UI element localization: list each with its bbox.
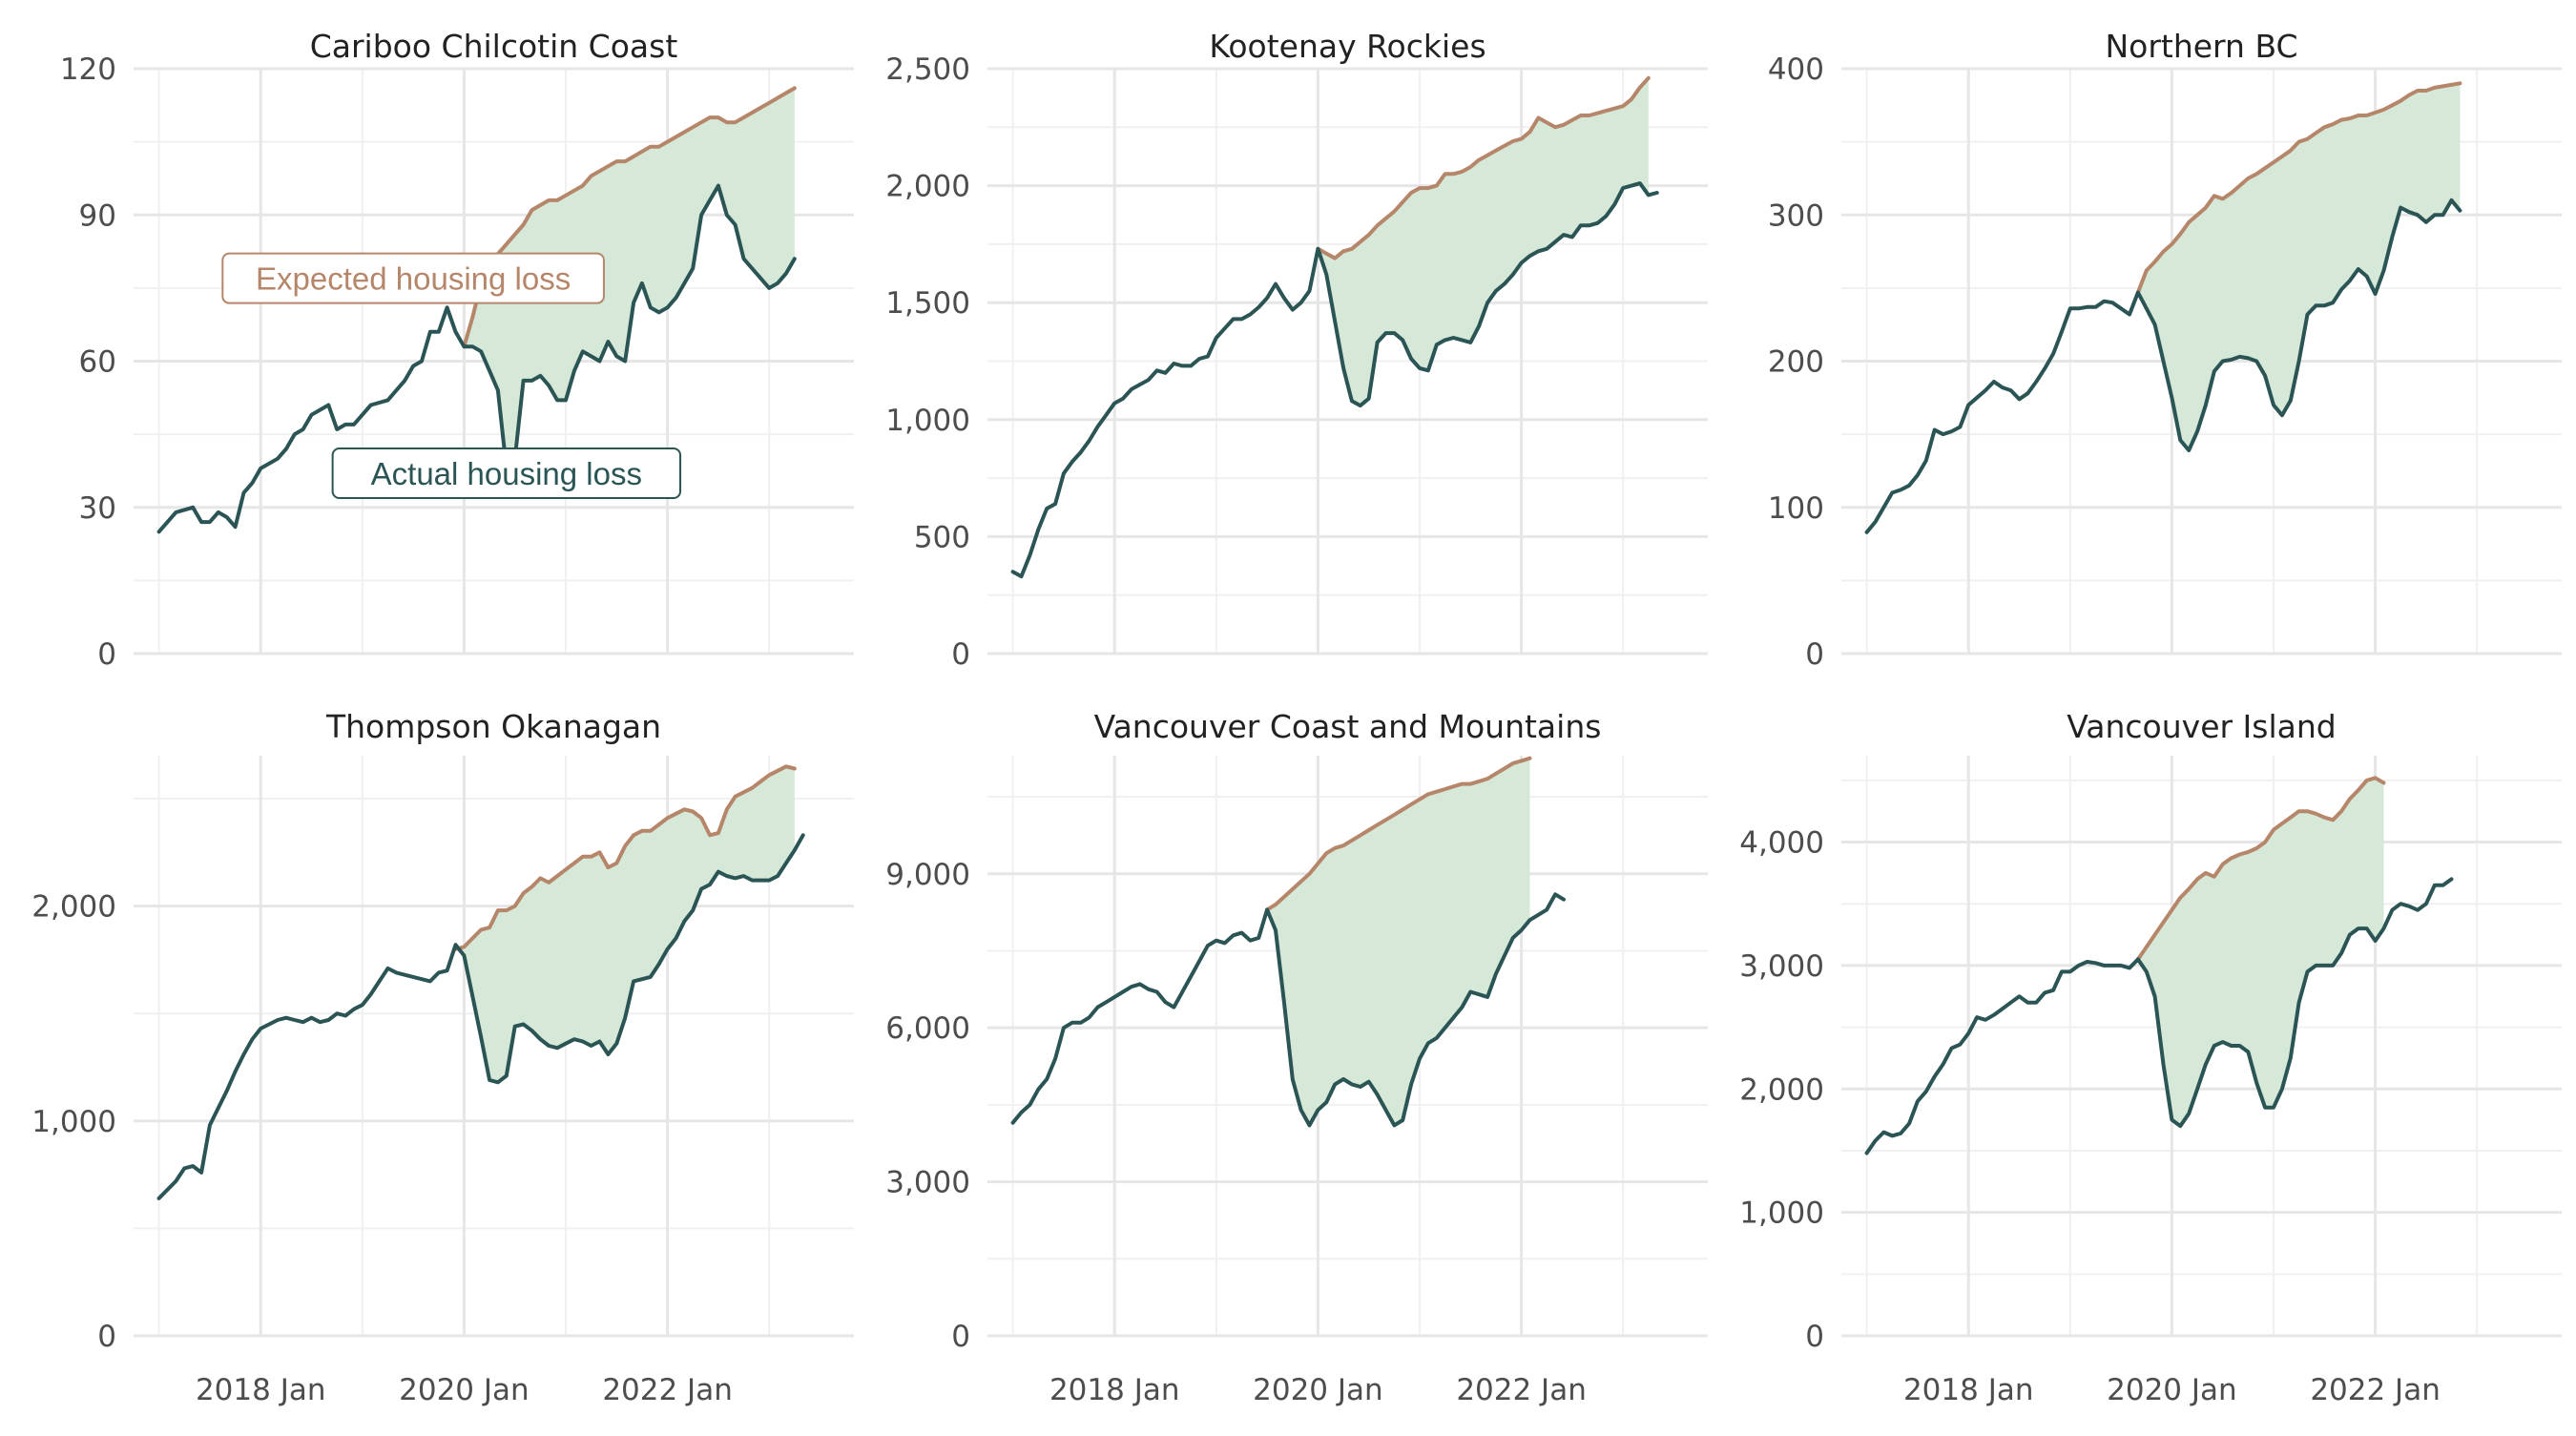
- y-tick-label: 1,000: [885, 404, 970, 438]
- x-tick-label: 2018 Jan: [1049, 1373, 1180, 1407]
- panel-6: 0 1,000 2,000 3,000 4,000 2018 Jan 2020 Jan 202…: [1739, 708, 2562, 1407]
- y-tick-label: 3,000: [885, 1166, 970, 1200]
- housing-loss-area: [2137, 83, 2461, 451]
- y-tick-label: 0: [951, 1320, 970, 1354]
- panel-title: Northern BC: [2105, 28, 2297, 65]
- y-tick-label: 2,500: [885, 52, 970, 87]
- panel-3: 0 100 200 300 400 Northern BC: [1768, 28, 2562, 672]
- actual-series-line: [156, 833, 805, 1200]
- expected-series-line: [462, 86, 797, 349]
- expected-series-line: [2135, 81, 2462, 295]
- x-tick-label: 2022 Jan: [1456, 1373, 1587, 1407]
- y-tick-label: 0: [97, 637, 116, 672]
- y-tick-label: 1,500: [885, 286, 970, 321]
- housing-loss-area: [464, 88, 795, 468]
- y-tick-label: 9,000: [885, 858, 970, 892]
- y-tick-label: 1,000: [31, 1105, 116, 1139]
- y-tick-label: 120: [60, 52, 116, 87]
- annotation-box: [221, 252, 605, 304]
- y-tick-label: 400: [1768, 52, 1824, 87]
- x-tick-label: 2020 Jan: [2107, 1373, 2237, 1407]
- panel-title: Thompson Okanagan: [325, 708, 661, 745]
- x-tick-label: 2022 Jan: [2310, 1373, 2441, 1407]
- annotation-label: Expected housing loss: [256, 261, 571, 297]
- actual-series-line: [1864, 198, 2462, 534]
- y-tick-label: 2,000: [31, 890, 116, 925]
- housing-loss-area: [455, 766, 795, 1083]
- x-tick-label: 2018 Jan: [196, 1373, 326, 1407]
- y-tick-label: 0: [1805, 637, 1824, 672]
- y-tick-label: 100: [1768, 491, 1824, 526]
- actual-series-line: [1864, 877, 2454, 1155]
- y-tick-label: 60: [79, 345, 116, 380]
- y-tick-label: 4,000: [1739, 826, 1824, 861]
- expected-series-line: [453, 764, 797, 951]
- expected-series-line: [1316, 75, 1651, 260]
- expected-series-line: [1265, 756, 1532, 912]
- y-tick-label: 1,000: [1739, 1197, 1824, 1231]
- panel-5: 0 3,000 6,000 9,000 2018 Jan 2020 Jan 2022 Jan…: [885, 708, 1708, 1407]
- x-tick-label: 2020 Jan: [399, 1373, 530, 1407]
- y-tick-label: 3,000: [1739, 949, 1824, 984]
- actual-series-line: [1010, 892, 1566, 1128]
- panel-title: Cariboo Chilcotin Coast: [310, 28, 678, 65]
- panel-title: Vancouver Island: [2067, 708, 2336, 745]
- panel-title: Vancouver Coast and Mountains: [1094, 708, 1602, 745]
- panel-1: 0 30 60 90 120 Cariboo Chilcotin Coast Expecte…: [60, 28, 854, 672]
- annotation-box: [331, 447, 682, 499]
- y-tick-label: 0: [1805, 1320, 1824, 1354]
- y-tick-label: 0: [951, 637, 970, 672]
- y-tick-label: 90: [79, 198, 116, 233]
- y-tick-label: 6,000: [885, 1011, 970, 1046]
- x-tick-label: 2022 Jan: [602, 1373, 733, 1407]
- housing-loss-area: [1318, 77, 1649, 406]
- panel-4: 0 1,000 2,000 2018 Jan 2020 Jan 2022 Jan Thomp…: [31, 708, 854, 1407]
- actual-series-line: [156, 183, 797, 534]
- y-tick-label: 0: [97, 1320, 116, 1354]
- y-tick-label: 200: [1768, 345, 1824, 380]
- actual-series-line: [1010, 181, 1659, 579]
- y-tick-label: 2,000: [1739, 1072, 1824, 1107]
- annotation-label: Actual housing loss: [371, 456, 642, 491]
- y-tick-label: 2,000: [885, 170, 970, 204]
- panel-title: Kootenay Rockies: [1209, 28, 1485, 65]
- y-tick-label: 30: [79, 491, 116, 526]
- x-tick-label: 2018 Jan: [1903, 1373, 2034, 1407]
- y-tick-label: 500: [914, 520, 970, 554]
- y-tick-label: 300: [1768, 198, 1824, 233]
- housing-loss-area: [2137, 778, 2384, 1127]
- expected-series-line: [2135, 776, 2386, 962]
- panel-2: 0 500 1,000 1,500 2,000 2,500 Kootenay Rockies: [885, 28, 1708, 672]
- x-tick-label: 2020 Jan: [1253, 1373, 1383, 1407]
